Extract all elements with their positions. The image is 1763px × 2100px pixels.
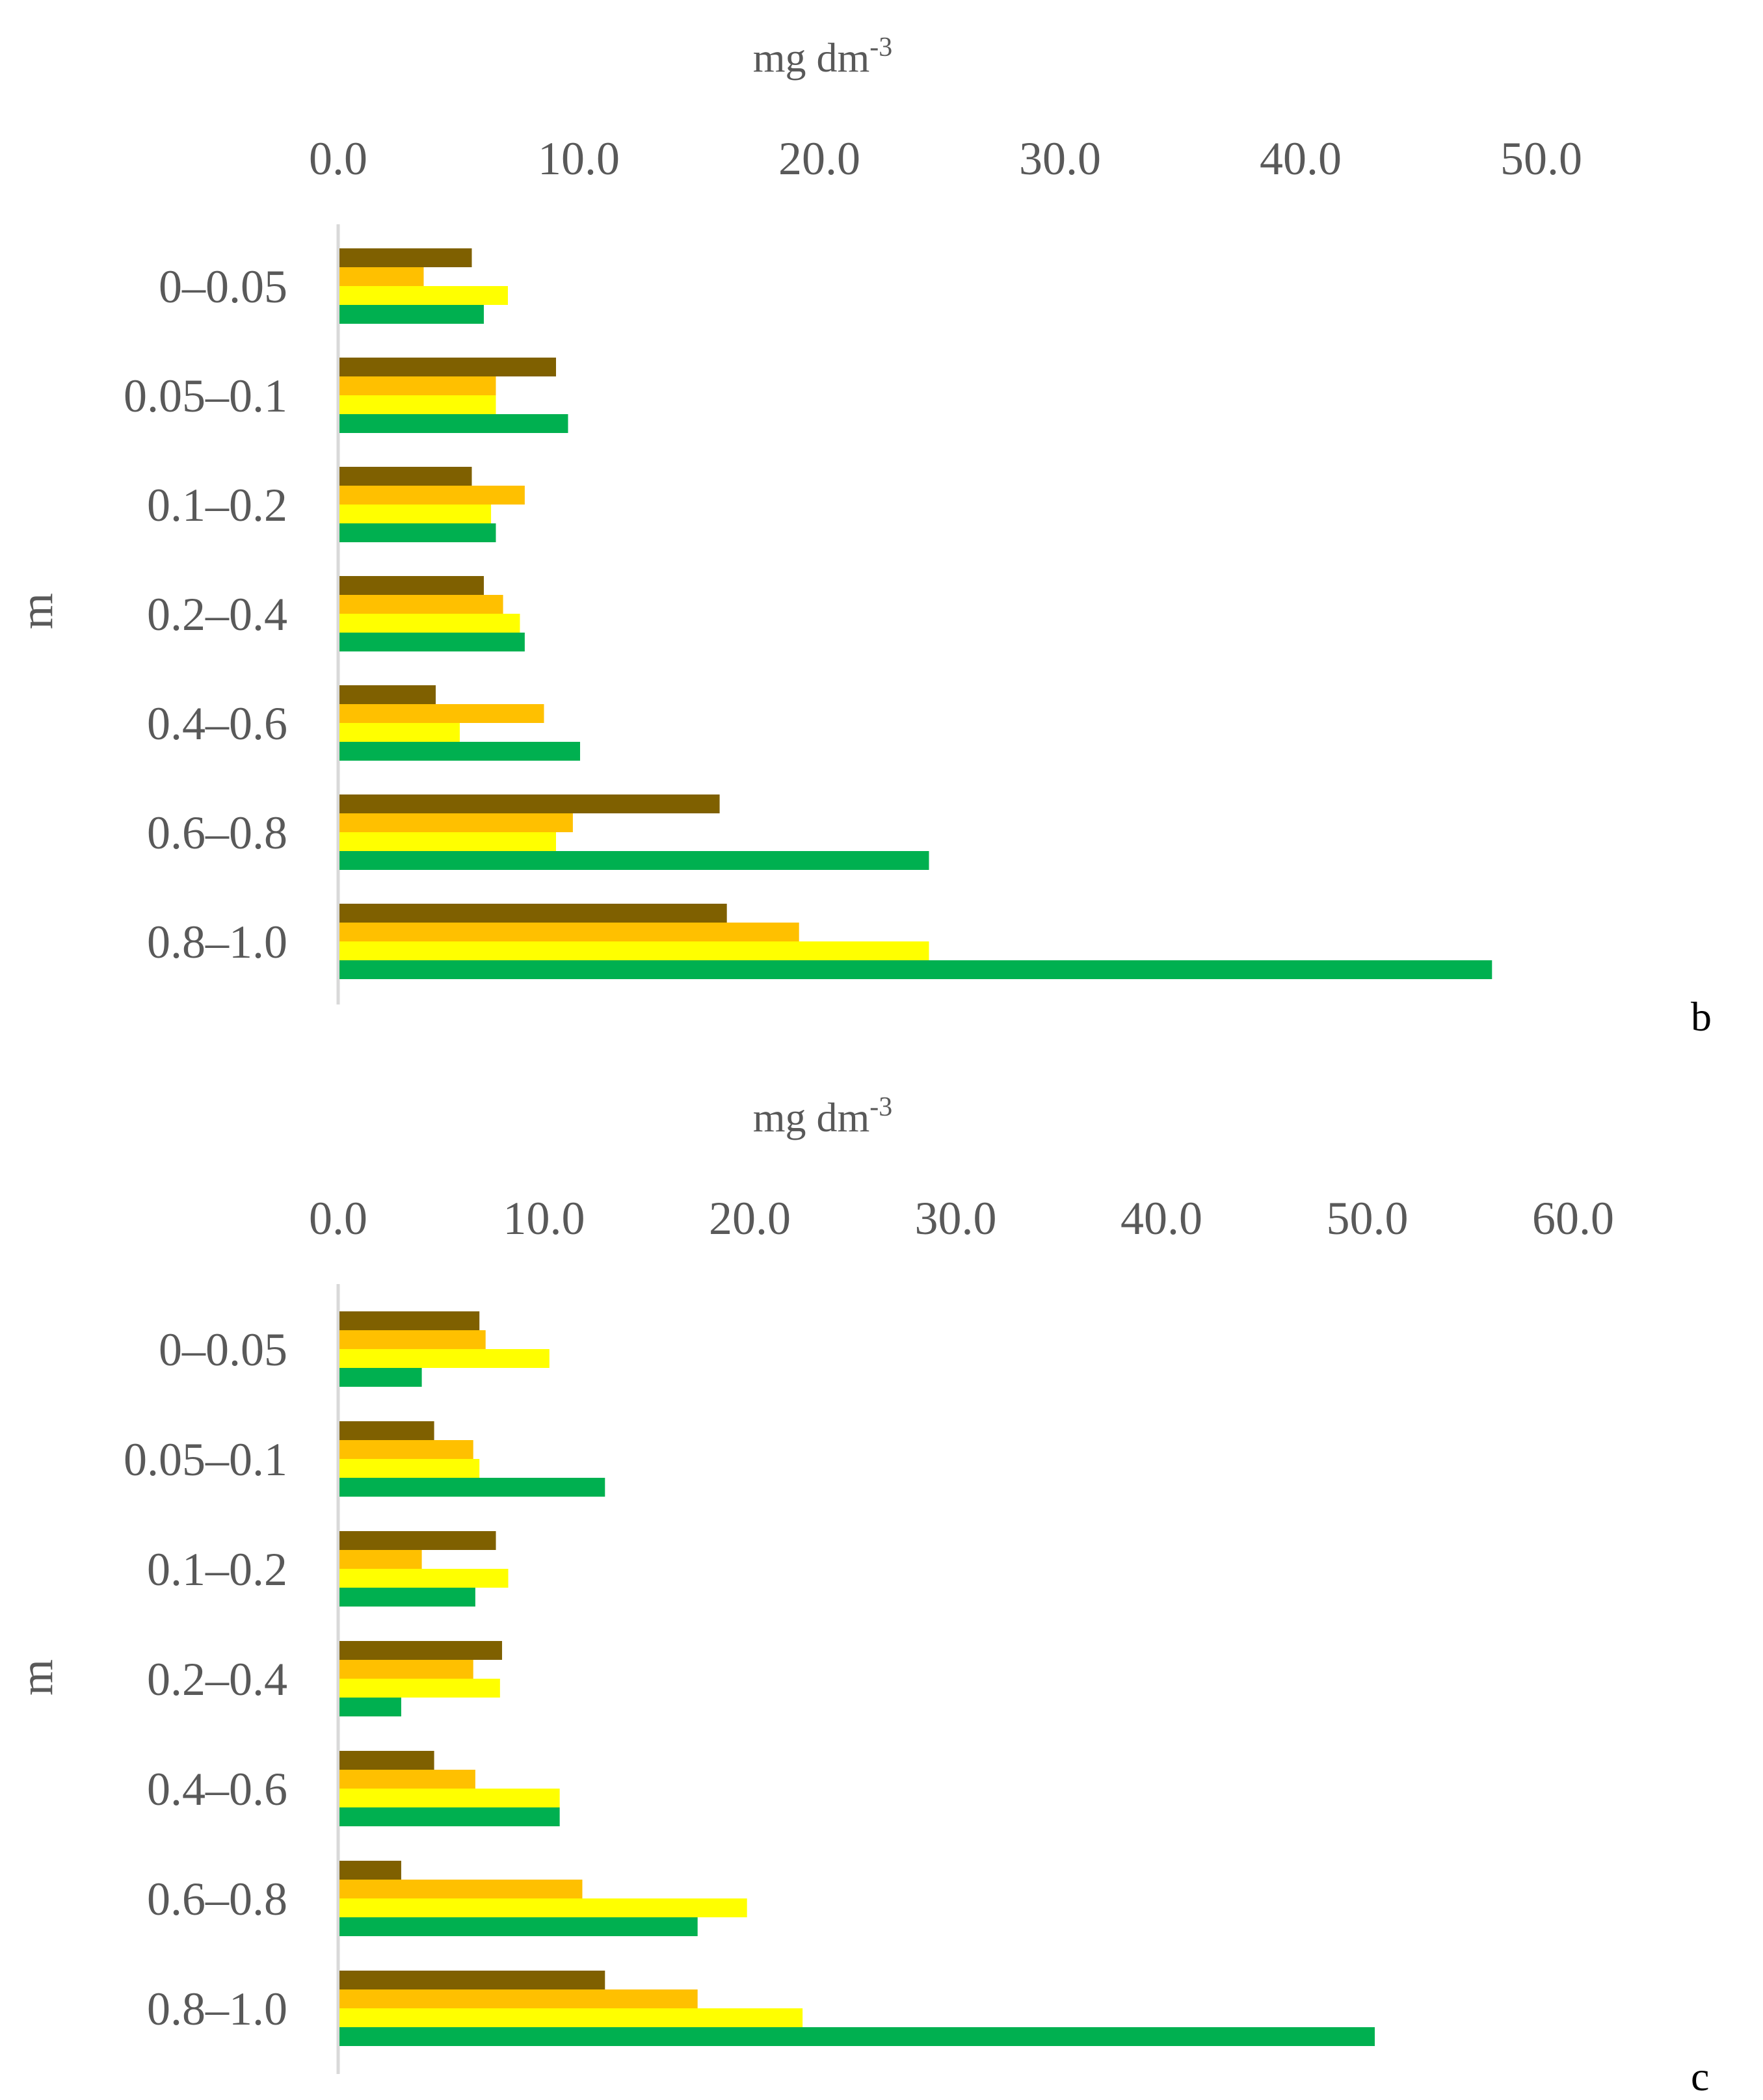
bar-series-1 bbox=[339, 1641, 503, 1660]
y-axis-title: m bbox=[10, 1659, 62, 1696]
category-label: 0.2–0.4 bbox=[147, 1653, 287, 1705]
chart-panel-c: mg dm-3 0.0 10.0 20.0 30.0 40.0 50.0 60.0 m 0–0.0… bbox=[10, 1092, 1709, 2099]
category-label: 0.6–0.8 bbox=[147, 807, 287, 859]
x-tick-label: 0.0 bbox=[309, 133, 367, 185]
x-tick-label: 20.0 bbox=[778, 133, 860, 185]
x-tick-label: 30.0 bbox=[1019, 133, 1101, 185]
bar-series-2 bbox=[339, 1550, 422, 1569]
category-label: 0.8–1.0 bbox=[147, 1983, 287, 2035]
category-label: 0.6–0.8 bbox=[147, 1873, 287, 1925]
x-tick-label: 60.0 bbox=[1532, 1192, 1614, 1244]
bar-series-2 bbox=[339, 376, 496, 395]
bar-series-4 bbox=[339, 305, 484, 324]
x-axis-title-base: mg dm bbox=[753, 34, 870, 81]
x-tick-label: 30.0 bbox=[915, 1192, 997, 1244]
bar-series-1 bbox=[339, 1421, 434, 1440]
x-axis-title-superscript: -3 bbox=[869, 1092, 892, 1122]
x-tick-label: 40.0 bbox=[1120, 1192, 1202, 1244]
bar-series-3 bbox=[339, 832, 556, 851]
bar-series-1 bbox=[339, 1531, 496, 1550]
x-axis-title-base: mg dm bbox=[753, 1094, 870, 1140]
bar-series-4 bbox=[339, 414, 568, 433]
bar-series-2 bbox=[339, 1330, 486, 1349]
bar-series-2 bbox=[339, 1770, 475, 1789]
category-label: 0.1–0.2 bbox=[147, 479, 287, 531]
bar-series-4 bbox=[339, 960, 1492, 979]
bar-series-2 bbox=[339, 486, 525, 505]
bar-series-2 bbox=[339, 1989, 698, 2008]
bar-series-2 bbox=[339, 1660, 473, 1679]
y-axis-title: m bbox=[10, 593, 62, 629]
bar-series-4 bbox=[339, 742, 580, 761]
bar-series-1 bbox=[339, 1751, 434, 1770]
bar-series-1 bbox=[339, 1971, 605, 1989]
bar-series-1 bbox=[339, 248, 472, 267]
bar-series-3 bbox=[339, 2008, 803, 2027]
bar-series-3 bbox=[339, 1349, 550, 1368]
x-tick-label: 10.0 bbox=[503, 1192, 585, 1244]
bar-series-3 bbox=[339, 941, 929, 960]
bar-series-3 bbox=[339, 505, 492, 523]
x-tick-label: 0.0 bbox=[309, 1192, 367, 1244]
category-label: 0.05–0.1 bbox=[124, 370, 287, 422]
bar-series-4 bbox=[339, 1588, 475, 1607]
panel-label: b bbox=[1691, 993, 1712, 1040]
bar-series-2 bbox=[339, 267, 424, 286]
bar-series-3 bbox=[339, 614, 520, 633]
bar-series-3 bbox=[339, 1459, 480, 1478]
category-label: 0.4–0.6 bbox=[147, 698, 287, 750]
bar-series-4 bbox=[339, 523, 496, 542]
x-axis-title-superscript: -3 bbox=[869, 33, 892, 62]
bar-series-1 bbox=[339, 904, 727, 923]
bar-series-4 bbox=[339, 1368, 422, 1387]
bar-series-3 bbox=[339, 1898, 747, 1917]
bar-series-4 bbox=[339, 1698, 401, 1716]
bar-series-4 bbox=[339, 1917, 698, 1936]
bar-series-1 bbox=[339, 576, 484, 595]
bar-series-2 bbox=[339, 1440, 473, 1459]
bar-series-4 bbox=[339, 633, 525, 651]
bar-series-4 bbox=[339, 1807, 560, 1826]
x-tick-label: 50.0 bbox=[1327, 1192, 1409, 1244]
panel-label: c bbox=[1691, 2053, 1709, 2099]
bar-series-2 bbox=[339, 813, 573, 832]
bar-series-4 bbox=[339, 1478, 605, 1497]
bar-series-3 bbox=[339, 1679, 500, 1698]
x-axis-title: mg dm-3 bbox=[753, 1092, 893, 1140]
bar-series-1 bbox=[339, 467, 472, 486]
bar-series-4 bbox=[339, 2027, 1375, 2046]
bar-series-1 bbox=[339, 794, 720, 813]
bar-series-3 bbox=[339, 1569, 509, 1588]
bar-series-3 bbox=[339, 723, 460, 742]
category-label: 0.1–0.2 bbox=[147, 1543, 287, 1595]
bar-series-4 bbox=[339, 851, 929, 870]
bar-series-1 bbox=[339, 1311, 480, 1330]
bar-series-2 bbox=[339, 704, 544, 723]
bar-series-1 bbox=[339, 685, 436, 704]
chart-panel-b: mg dm-3 0.0 10.0 20.0 30.0 40.0 50.0 m 0–0.05 0.0… bbox=[10, 33, 1712, 1040]
x-tick-label: 40.0 bbox=[1260, 133, 1342, 185]
category-label: 0.4–0.6 bbox=[147, 1763, 287, 1815]
x-tick-label: 20.0 bbox=[709, 1192, 791, 1244]
bar-series-2 bbox=[339, 923, 799, 941]
x-axis-title: mg dm-3 bbox=[753, 33, 893, 81]
category-label: 0.8–1.0 bbox=[147, 916, 287, 968]
category-label: 0.05–0.1 bbox=[124, 1434, 287, 1486]
bar-series-3 bbox=[339, 395, 496, 414]
bar-series-1 bbox=[339, 358, 556, 376]
category-label: 0–0.05 bbox=[159, 261, 287, 313]
category-label: 0.2–0.4 bbox=[147, 588, 287, 640]
bar-series-1 bbox=[339, 1861, 401, 1880]
bar-series-2 bbox=[339, 1880, 583, 1898]
bar-series-3 bbox=[339, 286, 508, 305]
x-tick-label: 10.0 bbox=[538, 133, 620, 185]
bar-series-3 bbox=[339, 1789, 560, 1807]
bar-series-2 bbox=[339, 595, 503, 614]
category-label: 0–0.05 bbox=[159, 1324, 287, 1376]
x-tick-label: 50.0 bbox=[1500, 133, 1582, 185]
